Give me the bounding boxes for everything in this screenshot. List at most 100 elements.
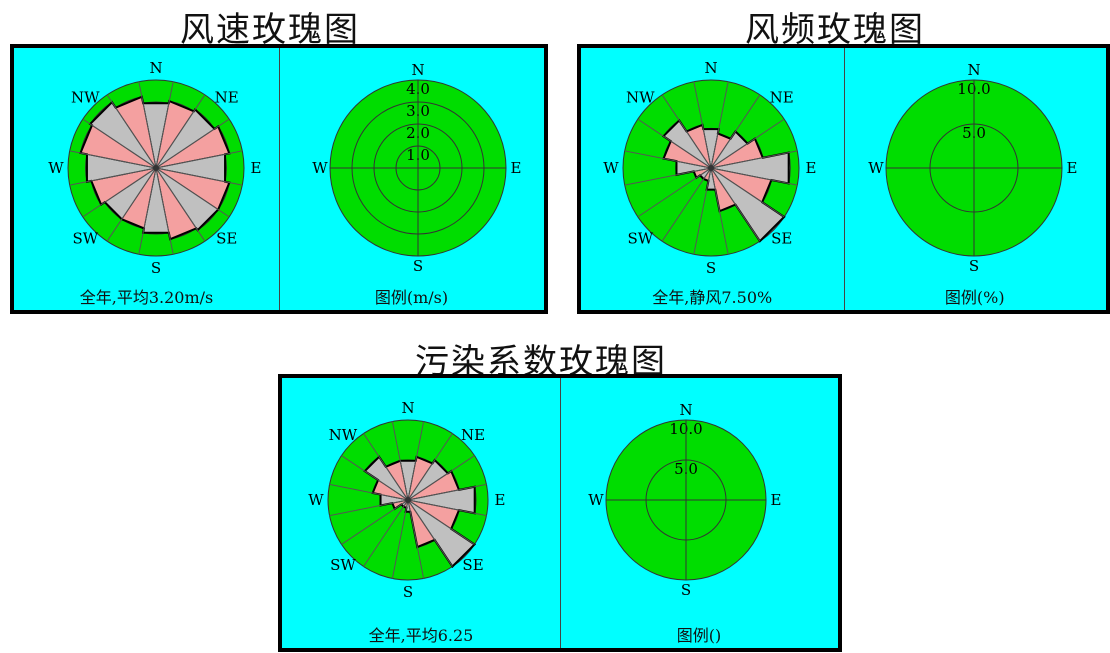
pollution-rose-caption: 全年,平均6.25 — [368, 626, 474, 645]
rose-radial-line — [363, 499, 409, 567]
rose-radial-line — [407, 499, 487, 517]
rose-radial-line — [341, 499, 409, 545]
rose-radial-line — [138, 167, 157, 255]
rose-radial-line — [155, 167, 174, 255]
rose-center-dot — [153, 165, 159, 171]
legend-direction-label-w: W — [868, 159, 884, 177]
direction-label-ne: NE — [770, 88, 794, 106]
direction-label-s: S — [403, 583, 413, 601]
rose-radial-line — [407, 499, 453, 567]
rose-radial-line — [82, 167, 157, 218]
direction-label-s: S — [706, 259, 716, 277]
rose-radial-line — [407, 433, 453, 501]
rose-radial-line — [155, 167, 206, 242]
rose-radial-line — [69, 167, 157, 186]
freq-rose-caption: 全年,静风7.50% — [652, 288, 773, 307]
freq-legend-caption: 图例(%) — [944, 288, 1005, 307]
direction-label-w: W — [603, 159, 619, 177]
rose-radial-line — [69, 150, 157, 169]
pollution-legend-caption: 图例() — [676, 626, 722, 645]
panel-divider — [843, 48, 845, 310]
rose-radial-line — [138, 81, 157, 169]
rose-radial-line — [391, 499, 409, 579]
rose-radial-line — [710, 94, 761, 169]
panel-divider — [560, 378, 561, 648]
legend-direction-label-e: E — [771, 491, 782, 509]
rose-radial-line — [155, 150, 243, 169]
rose-radial-line — [155, 167, 230, 218]
legend-direction-label-n: N — [679, 401, 692, 419]
panel-divider — [279, 48, 280, 310]
rose-radial-line — [329, 499, 409, 517]
direction-label-nw: NW — [329, 426, 358, 444]
rose-radial-line — [391, 421, 409, 501]
direction-label-w: W — [48, 159, 64, 177]
rose-radial-line — [710, 150, 798, 169]
rose-radial-line — [624, 167, 712, 186]
rose-radial-line — [710, 81, 729, 169]
rose-radial-line — [637, 118, 712, 169]
rose-radial-line — [106, 94, 157, 169]
legend-direction-label-s: S — [969, 257, 979, 275]
direction-label-sw: SW — [330, 556, 356, 574]
rose-radial-line — [661, 94, 712, 169]
rose-radial-line — [155, 118, 230, 169]
legend-direction-label-s: S — [413, 257, 423, 275]
direction-label-e: E — [495, 491, 506, 509]
rose-radial-line — [637, 167, 712, 218]
legend-direction-label-n: N — [967, 61, 980, 79]
direction-label-sw: SW — [627, 230, 653, 248]
direction-label-se: SE — [216, 230, 237, 248]
rose-radial-line — [693, 81, 712, 169]
direction-label-n: N — [149, 59, 162, 77]
direction-label-ne: NE — [461, 426, 485, 444]
rose-radial-line — [407, 455, 475, 501]
rose-radial-line — [710, 167, 798, 186]
rose-radial-line — [407, 499, 475, 545]
speed-rose-caption: 全年,平均3.20m/s — [79, 288, 214, 307]
direction-label-e: E — [806, 159, 817, 177]
rose-radial-line — [155, 81, 174, 169]
legend-direction-label-w: W — [312, 159, 328, 177]
rose-radial-line — [407, 483, 487, 501]
freq-rose-panel: N NE E SE S SW W NW 5.0 10.0 N E S W 全年,静风7.50% 图例(%) — [577, 44, 1110, 314]
legend-direction-label-e: E — [511, 159, 522, 177]
rose-radial-line — [329, 483, 409, 501]
legend-direction-label-s: S — [681, 581, 691, 599]
rose-radial-line — [710, 118, 785, 169]
direction-label-n: N — [704, 59, 717, 77]
direction-label-ne: NE — [215, 88, 239, 106]
rose-radial-line — [106, 167, 157, 242]
direction-label-se: SE — [771, 230, 792, 248]
rose-radial-line — [407, 499, 425, 579]
speed-rose-title: 风速玫瑰图 — [180, 10, 360, 50]
direction-label-sw: SW — [72, 230, 98, 248]
rose-radial-line — [341, 455, 409, 501]
direction-label-nw: NW — [71, 88, 100, 106]
rose-radial-line — [693, 167, 712, 255]
rose-radial-line — [710, 167, 729, 255]
direction-label-n: N — [401, 399, 414, 417]
rose-center-dot — [405, 497, 411, 503]
rose-radial-line — [624, 150, 712, 169]
rose-radial-line — [710, 167, 761, 242]
legend-direction-label-n: N — [411, 61, 424, 79]
rose-radial-line — [661, 167, 712, 242]
direction-label-se: SE — [462, 556, 483, 574]
direction-label-s: S — [151, 259, 161, 277]
rose-radial-line — [363, 433, 409, 501]
pollution-rose-panel: N NE E SE S SW W NW 5.0 10.0 N E S W 全年,平均6.25 图例() — [278, 374, 842, 652]
direction-label-e: E — [251, 159, 262, 177]
freq-rose-title: 风频玫瑰图 — [745, 10, 925, 50]
legend-direction-label-w: W — [588, 491, 604, 509]
rose-radial-line — [155, 94, 206, 169]
rose-center-dot — [708, 165, 714, 171]
legend-direction-label-e: E — [1067, 159, 1078, 177]
rose-radial-line — [155, 167, 243, 186]
direction-label-w: W — [308, 491, 324, 509]
direction-label-nw: NW — [626, 88, 655, 106]
speed-rose-panel: N NE E SE S SW W NW 1.0 2.0 3.0 4.0 N E S W 全年,平均3.20m/… — [10, 44, 548, 314]
